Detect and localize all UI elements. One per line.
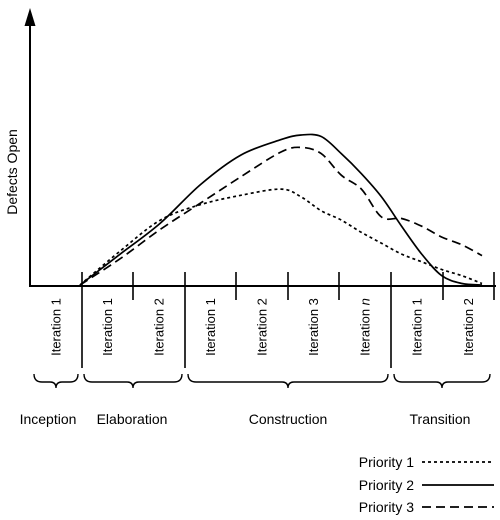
iteration-timeline: Iteration 1 Iteration 1 Iteration 2 Iterati… — [49, 272, 495, 368]
legend-label-priority-2: Priority 2 — [359, 477, 414, 493]
y-axis-label: Defects Open — [4, 129, 20, 215]
iteration-label: Iteration 2 — [255, 298, 270, 356]
legend-label-priority-3: Priority 3 — [359, 499, 414, 515]
series-line-priority-3 — [79, 146, 483, 286]
phase-brace — [393, 373, 491, 389]
y-axis-arrowhead — [24, 8, 36, 26]
iteration-label: Iteration 1 — [100, 298, 115, 356]
series-line-priority-1 — [79, 188, 483, 286]
iteration-label: Iteration 2 — [461, 298, 476, 356]
iteration-label: Iteration 2 — [152, 298, 167, 356]
phase-brace — [33, 373, 79, 389]
series-layer — [79, 133, 483, 286]
phase-brace — [187, 373, 389, 389]
iteration-label: Iteration 1 — [203, 298, 218, 356]
iteration-label: Iteration n — [358, 298, 373, 356]
phase-braces: Inception Elaboration Construction Transiti… — [20, 373, 491, 427]
iteration-label: Iteration 1 — [49, 298, 64, 356]
phase-label: Transition — [410, 411, 471, 427]
legend-label-priority-1: Priority 1 — [359, 454, 414, 470]
legend: Priority 1 Priority 2 Priority 3 — [359, 454, 494, 515]
phase-label: Inception — [20, 411, 77, 427]
phase-brace — [83, 373, 183, 389]
iteration-label: Iteration 1 — [410, 298, 425, 356]
iteration-label: Iteration 3 — [306, 298, 321, 356]
phase-label: Construction — [249, 411, 328, 427]
series-line-priority-2 — [79, 133, 483, 286]
phase-label: Elaboration — [97, 411, 168, 427]
